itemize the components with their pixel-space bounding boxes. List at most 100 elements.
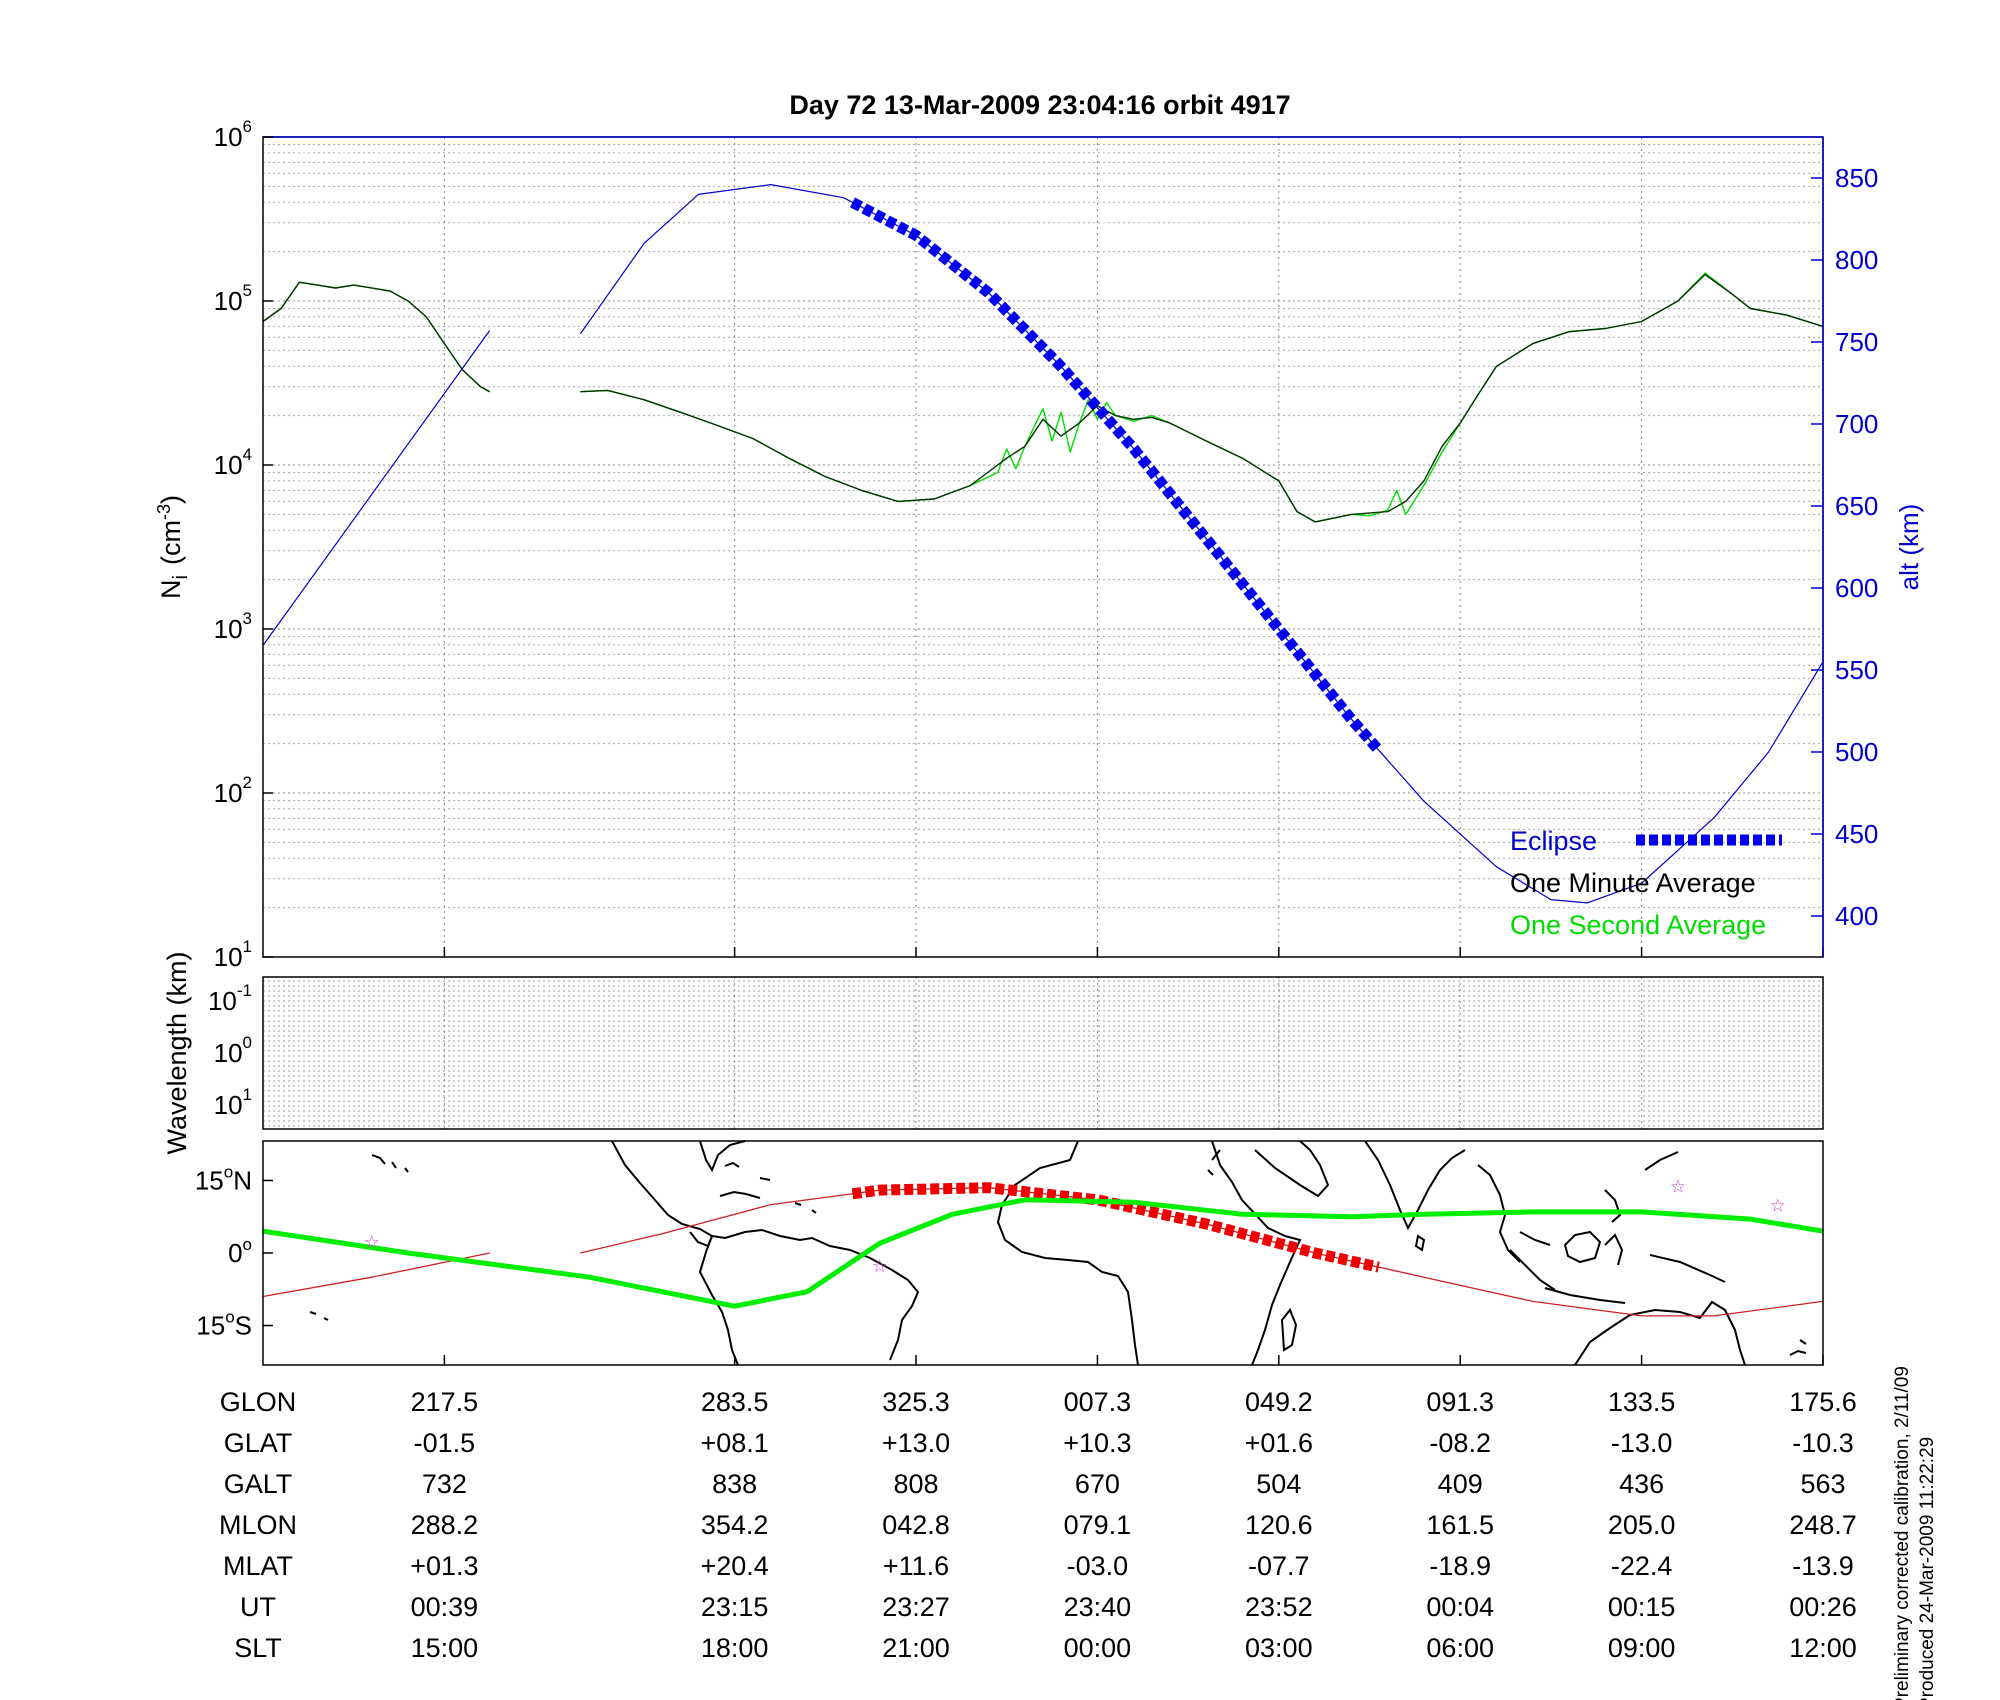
coastline-india <box>1364 1140 1466 1231</box>
coastline-malaysia-sumatra <box>1509 1231 1556 1291</box>
chart-title: Day 72 13-Mar-2009 23:04:16 orbit 4917 <box>789 90 1290 120</box>
y-right-tick-label: 750 <box>1835 327 1878 357</box>
table-cell: 23:40 <box>1064 1592 1132 1622</box>
main-plot-area <box>262 184 1824 904</box>
map-lat-ticks: 15oN 0o 15oS <box>195 1162 273 1341</box>
series-eclipse <box>849 197 1383 754</box>
series-one-second <box>580 272 1824 523</box>
y-right-tick-label: 500 <box>1835 737 1878 767</box>
coastline-africa-east <box>1211 1140 1302 1366</box>
table-cell: -22.4 <box>1611 1551 1673 1581</box>
wave-tick-label: 10-1 <box>208 981 252 1016</box>
legend: Eclipse One Minute Average One Second Av… <box>1510 826 1782 940</box>
y-right-tick-label: 850 <box>1835 163 1878 193</box>
y-right-tick-label: 650 <box>1835 491 1878 521</box>
table-cell: 09:00 <box>1608 1633 1676 1663</box>
table-cell: 205.0 <box>1608 1510 1676 1540</box>
table-cell: 21:00 <box>882 1633 950 1663</box>
wavelength-panel: 10-1 100 101 Wavelength (km) <box>162 951 1824 1155</box>
wave-tick-label: 100 <box>214 1033 252 1068</box>
table-cell: 133.5 <box>1608 1387 1676 1417</box>
map-star-marker: ☆ <box>1670 1176 1686 1197</box>
y-left-label-sub: i <box>170 575 192 579</box>
coastline-caribbean <box>719 1161 817 1214</box>
table-cell: 00:00 <box>1064 1633 1132 1663</box>
legend-one-minute-label: One Minute Average <box>1510 868 1756 898</box>
table-cell: 248.7 <box>1789 1510 1857 1540</box>
table-cell: 049.2 <box>1245 1387 1313 1417</box>
table-cell: 161.5 <box>1426 1510 1494 1540</box>
coastline-central-america <box>611 1140 714 1248</box>
wave-tick-label: 101 <box>214 1085 252 1120</box>
table-cell: 563 <box>1800 1469 1845 1499</box>
table-cell: 283.5 <box>701 1387 769 1417</box>
y-right-tick-label: 600 <box>1835 573 1878 603</box>
left-axis-ticks: 101 102 103 104 105 106 <box>214 117 273 972</box>
table-cell: 808 <box>893 1469 938 1499</box>
coastlines <box>309 1140 1807 1366</box>
y-right-axis-label: alt (km) <box>1894 504 1924 591</box>
y-left-tick-label: 103 <box>214 609 252 644</box>
table-cell: 732 <box>422 1469 467 1499</box>
table-cell: 00:04 <box>1426 1592 1494 1622</box>
wavelength-frame <box>262 976 1824 1130</box>
coastline-us-southeast <box>699 1140 746 1173</box>
table-cell: 354.2 <box>701 1510 769 1540</box>
y-left-label-exp: -3 <box>154 504 174 520</box>
table-cell: 288.2 <box>411 1510 479 1540</box>
table-cell: 091.3 <box>1426 1387 1494 1417</box>
main-grid <box>263 137 1824 957</box>
table-row-label: GALT <box>224 1469 293 1499</box>
table-cell: 00:39 <box>411 1592 479 1622</box>
table-cell: +11.6 <box>883 1551 949 1581</box>
table-row-label: SLT <box>234 1633 282 1663</box>
table-row-label: GLAT <box>224 1428 293 1458</box>
coastline-sulawesi <box>1604 1233 1624 1266</box>
table-cell: -07.7 <box>1248 1551 1310 1581</box>
table-cell: 120.6 <box>1245 1510 1313 1540</box>
series-one-minute <box>580 273 1824 523</box>
coastline-sri-lanka <box>1414 1234 1426 1252</box>
table-cell: 838 <box>712 1469 757 1499</box>
table-cell: -01.5 <box>414 1428 476 1458</box>
y-right-tick-label: 400 <box>1835 901 1878 931</box>
table-cell: +01.6 <box>1245 1428 1313 1458</box>
table-cell: 079.1 <box>1064 1510 1132 1540</box>
table-cell: +08.1 <box>700 1428 768 1458</box>
map-panel: ☆ ☆ ☆ ☆ 15oN 0o 15oS <box>195 1140 1824 1366</box>
legend-eclipse-label: Eclipse <box>1510 826 1597 856</box>
table-cell: 00:15 <box>1608 1592 1676 1622</box>
y-right-tick-label: 550 <box>1835 655 1878 685</box>
coastline-new-guinea <box>1649 1254 1726 1283</box>
table-cell: 00:26 <box>1789 1592 1857 1622</box>
coastline-arabia <box>1254 1140 1330 1198</box>
coastline-borneo <box>1563 1230 1602 1264</box>
table-cell: 042.8 <box>882 1510 950 1540</box>
coastline-philippines <box>1604 1189 1622 1223</box>
density-altitude-panel: 101 102 103 104 105 106 400 450 500 550 600 650 700… <box>154 117 1924 972</box>
map-star-marker: ☆ <box>872 1256 888 1277</box>
y-right-tick-label: 800 <box>1835 245 1878 275</box>
wavelength-grid <box>263 977 1824 1129</box>
map-lat-tick-label: 15oN <box>195 1162 252 1195</box>
table-cell: +01.3 <box>410 1551 478 1581</box>
coastline-africa-west <box>996 1140 1139 1366</box>
table-cell: +13.0 <box>882 1428 950 1458</box>
map-lat-tick-label: 15oS <box>196 1308 252 1341</box>
table-cell: 325.3 <box>882 1387 950 1417</box>
y-right-tick-label: 700 <box>1835 409 1878 439</box>
map-orbit-track <box>580 1187 1824 1317</box>
ephemeris-table: GLON 217.5 283.5 325.3 007.3 049.2 091.3 133.5 1… <box>219 1387 1857 1663</box>
wavelength-axis-label: Wavelength (km) <box>162 951 192 1154</box>
map-frame <box>262 1140 1824 1366</box>
coastline-pacific-islands <box>371 1154 409 1173</box>
y-left-label-close: ) <box>156 495 186 504</box>
wavelength-ticks: 10-1 100 101 <box>208 981 252 1120</box>
coastline-australia <box>1574 1300 1746 1366</box>
table-cell: 007.3 <box>1064 1387 1132 1417</box>
table-row-label: GLON <box>220 1387 297 1417</box>
table-cell: 15:00 <box>411 1633 479 1663</box>
coastline-red-sea <box>1207 1149 1221 1176</box>
table-cell: 504 <box>1256 1469 1301 1499</box>
